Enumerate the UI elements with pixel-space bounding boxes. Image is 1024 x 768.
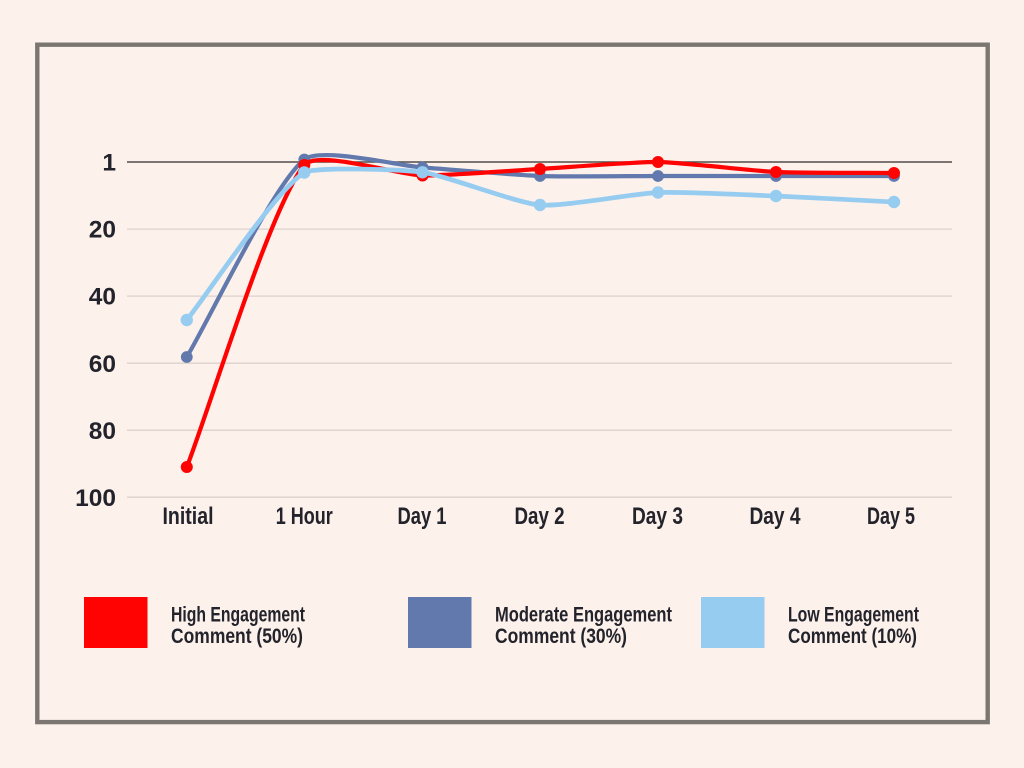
svg-text:Day 4: Day 4 [750, 503, 801, 530]
svg-text:Day 1: Day 1 [398, 503, 447, 530]
svg-text:Comment (30%): Comment (30%) [495, 625, 627, 648]
svg-text:20: 20 [89, 217, 116, 244]
svg-text:Initial: Initial [163, 503, 214, 530]
svg-text:Day 3: Day 3 [632, 503, 683, 530]
svg-text:100: 100 [75, 485, 116, 512]
svg-text:Moderate Engagement: Moderate Engagement [495, 604, 672, 627]
svg-text:60: 60 [89, 351, 116, 378]
svg-text:High Engagement: High Engagement [171, 604, 305, 627]
svg-text:1 Hour: 1 Hour [276, 503, 333, 530]
svg-text:Low Engagement: Low Engagement [788, 604, 919, 627]
svg-text:Day 5: Day 5 [867, 503, 915, 530]
svg-text:80: 80 [89, 418, 116, 445]
svg-text:Comment (10%): Comment (10%) [788, 625, 917, 648]
svg-text:Comment (50%): Comment (50%) [171, 625, 303, 648]
svg-text:Day 2: Day 2 [515, 503, 565, 530]
svg-text:1: 1 [102, 150, 116, 177]
svg-text:40: 40 [89, 284, 116, 311]
